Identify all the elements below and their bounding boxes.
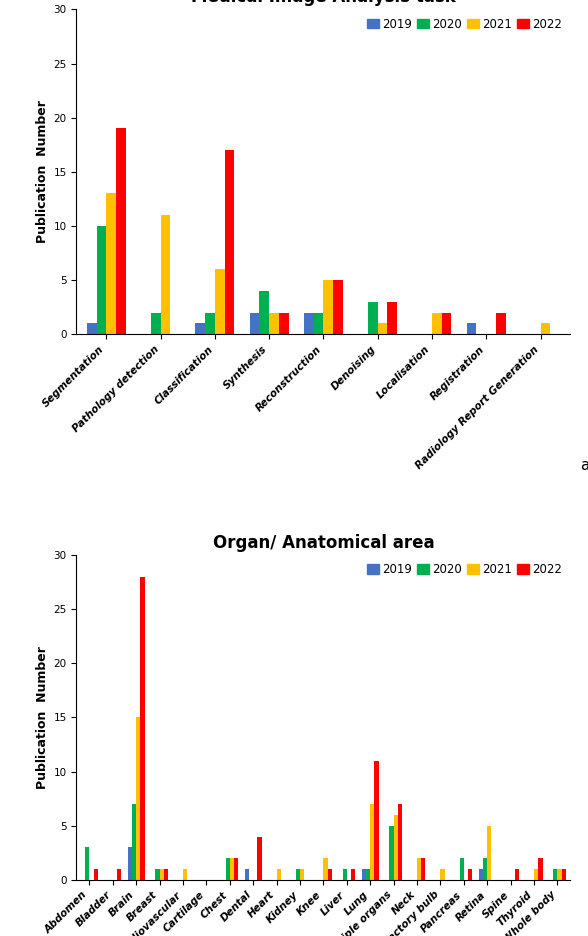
Bar: [117, 869, 121, 880]
Bar: [93, 869, 98, 880]
Bar: [387, 301, 397, 334]
Bar: [183, 869, 187, 880]
Bar: [304, 313, 313, 334]
Bar: [269, 313, 279, 334]
Bar: [87, 324, 96, 334]
Bar: [368, 301, 377, 334]
Bar: [159, 869, 163, 880]
Bar: [155, 869, 159, 880]
Bar: [389, 826, 393, 880]
Bar: [375, 761, 379, 880]
Text: a): a): [580, 458, 588, 473]
Bar: [421, 858, 426, 880]
Y-axis label: Publication  Number: Publication Number: [36, 646, 49, 789]
Bar: [141, 577, 145, 880]
Bar: [487, 826, 492, 880]
Bar: [328, 869, 332, 880]
Bar: [562, 869, 566, 880]
Bar: [85, 847, 89, 880]
Bar: [538, 858, 543, 880]
Bar: [432, 313, 442, 334]
Bar: [259, 291, 269, 334]
Bar: [557, 869, 562, 880]
Bar: [398, 804, 402, 880]
Bar: [106, 194, 116, 334]
Y-axis label: Publication  Number: Publication Number: [36, 100, 49, 243]
Legend: 2019, 2020, 2021, 2022: 2019, 2020, 2021, 2022: [365, 15, 564, 33]
Legend: 2019, 2020, 2021, 2022: 2019, 2020, 2021, 2022: [365, 561, 564, 578]
Bar: [128, 847, 132, 880]
Title: Medical Image Analysis task: Medical Image Analysis task: [191, 0, 456, 7]
Bar: [136, 717, 141, 880]
Bar: [313, 313, 323, 334]
Bar: [296, 869, 300, 880]
Bar: [440, 869, 445, 880]
Bar: [442, 313, 452, 334]
Bar: [343, 869, 347, 880]
Bar: [553, 869, 557, 880]
Bar: [534, 869, 538, 880]
Bar: [323, 280, 333, 334]
Bar: [468, 869, 472, 880]
Bar: [230, 858, 234, 880]
Bar: [515, 869, 519, 880]
Bar: [132, 804, 136, 880]
Bar: [205, 313, 215, 334]
Bar: [195, 324, 205, 334]
Bar: [483, 858, 487, 880]
Bar: [226, 858, 230, 880]
Bar: [323, 858, 328, 880]
Bar: [234, 858, 238, 880]
Bar: [96, 226, 106, 334]
Bar: [351, 869, 355, 880]
Bar: [161, 215, 171, 334]
Bar: [245, 869, 249, 880]
Bar: [249, 313, 259, 334]
Bar: [362, 869, 366, 880]
Bar: [377, 324, 387, 334]
Bar: [116, 128, 126, 334]
Bar: [417, 858, 421, 880]
Bar: [279, 313, 289, 334]
Bar: [479, 869, 483, 880]
Bar: [151, 313, 161, 334]
Bar: [300, 869, 304, 880]
Bar: [370, 804, 375, 880]
Bar: [467, 324, 476, 334]
Bar: [225, 150, 235, 334]
Bar: [276, 869, 281, 880]
Bar: [393, 815, 398, 880]
Bar: [215, 270, 225, 334]
Bar: [258, 837, 262, 880]
Bar: [333, 280, 343, 334]
Bar: [366, 869, 370, 880]
Bar: [540, 324, 550, 334]
Bar: [163, 869, 168, 880]
Title: Organ/ Anatomical area: Organ/ Anatomical area: [213, 534, 434, 552]
Bar: [460, 858, 464, 880]
Bar: [496, 313, 506, 334]
